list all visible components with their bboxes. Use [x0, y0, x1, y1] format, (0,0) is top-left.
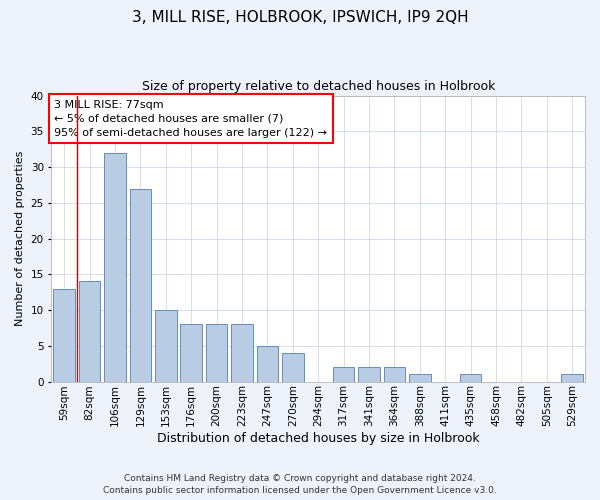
X-axis label: Distribution of detached houses by size in Holbrook: Distribution of detached houses by size …: [157, 432, 479, 445]
Text: Contains HM Land Registry data © Crown copyright and database right 2024.
Contai: Contains HM Land Registry data © Crown c…: [103, 474, 497, 495]
Bar: [181, 324, 202, 382]
Bar: [383, 367, 405, 382]
Bar: [206, 324, 227, 382]
Text: 3 MILL RISE: 77sqm
← 5% of detached houses are smaller (7)
95% of semi-detached : 3 MILL RISE: 77sqm ← 5% of detached hous…: [54, 100, 327, 138]
Bar: [282, 353, 304, 382]
Bar: [130, 188, 151, 382]
Bar: [53, 288, 75, 382]
Bar: [231, 324, 253, 382]
Bar: [333, 367, 355, 382]
Text: 3, MILL RISE, HOLBROOK, IPSWICH, IP9 2QH: 3, MILL RISE, HOLBROOK, IPSWICH, IP9 2QH: [131, 10, 469, 25]
Bar: [79, 282, 100, 382]
Bar: [409, 374, 431, 382]
Bar: [104, 153, 126, 382]
Bar: [562, 374, 583, 382]
Bar: [257, 346, 278, 382]
Bar: [155, 310, 176, 382]
Y-axis label: Number of detached properties: Number of detached properties: [15, 151, 25, 326]
Title: Size of property relative to detached houses in Holbrook: Size of property relative to detached ho…: [142, 80, 495, 93]
Bar: [460, 374, 481, 382]
Bar: [358, 367, 380, 382]
